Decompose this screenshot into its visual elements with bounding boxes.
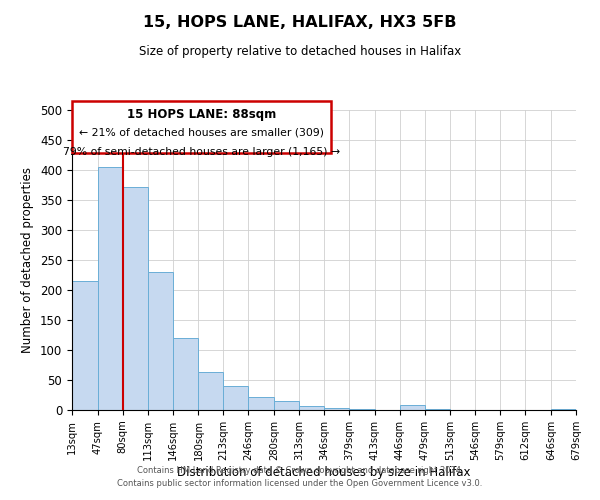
Bar	[123, 187, 148, 410]
Bar	[148, 272, 173, 410]
Y-axis label: Number of detached properties: Number of detached properties	[22, 167, 34, 353]
Bar	[248, 397, 274, 410]
Bar	[72, 281, 98, 410]
Text: Size of property relative to detached houses in Halifax: Size of property relative to detached ho…	[139, 45, 461, 58]
Bar	[199, 372, 223, 410]
Bar	[98, 167, 123, 410]
Text: 15, HOPS LANE, HALIFAX, HX3 5FB: 15, HOPS LANE, HALIFAX, HX3 5FB	[143, 15, 457, 30]
Bar	[274, 401, 299, 410]
Text: ← 21% of detached houses are smaller (309): ← 21% of detached houses are smaller (30…	[79, 128, 324, 138]
Bar	[173, 338, 199, 410]
Bar	[299, 406, 324, 410]
Bar	[324, 408, 349, 410]
Text: 15 HOPS LANE: 88sqm: 15 HOPS LANE: 88sqm	[127, 108, 276, 122]
Text: 79% of semi-detached houses are larger (1,165) →: 79% of semi-detached houses are larger (…	[63, 148, 340, 158]
Bar	[551, 409, 576, 410]
FancyBboxPatch shape	[72, 101, 331, 153]
Text: Contains HM Land Registry data © Crown copyright and database right 2024.
Contai: Contains HM Land Registry data © Crown c…	[118, 466, 482, 487]
Bar	[223, 386, 248, 410]
X-axis label: Distribution of detached houses by size in Halifax: Distribution of detached houses by size …	[177, 466, 471, 478]
Bar	[400, 405, 425, 410]
